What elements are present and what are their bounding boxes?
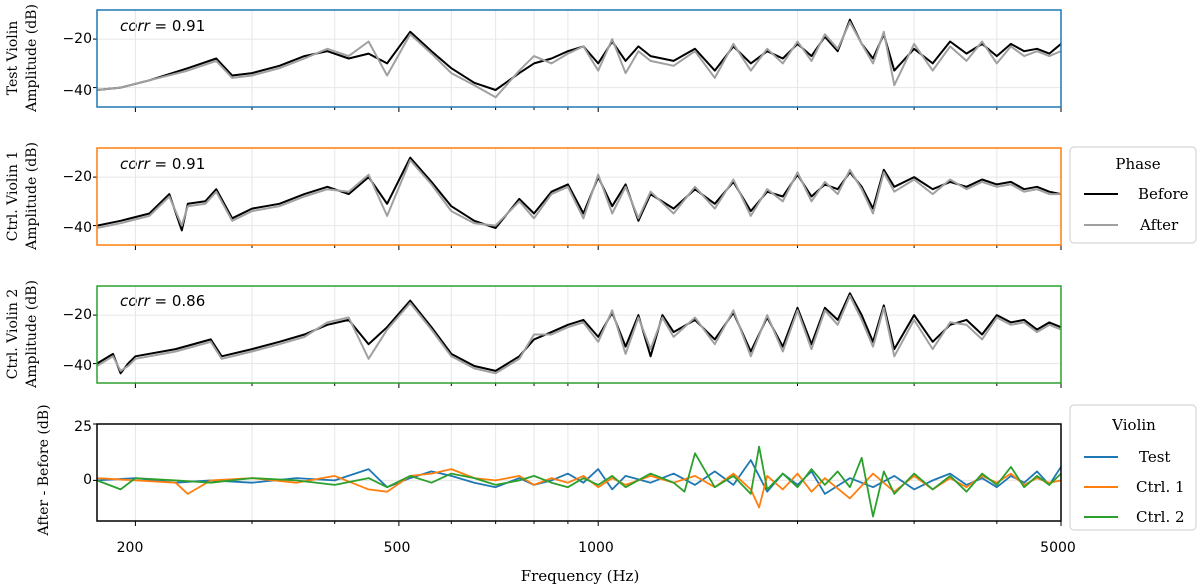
legend-label-ctrl-1: Ctrl. 1 [1136,478,1185,496]
panel-4-ylabel: After - Before (dB) [36,404,52,536]
panel-1-ylabel-line-1: Test Violin [5,21,21,96]
corr-value: = 0.86 [150,292,206,310]
panel-3-ylabel-line-2: Amplitude (dB) [24,280,40,389]
panel-1-frame [96,9,1062,108]
panel-2-plot [93,147,1062,250]
corr-value: = 0.91 [150,155,206,173]
xtick-label: 1000 [578,540,614,556]
panel-3-corr-annotation: corr = 0.86 [120,292,205,310]
series-line-after [97,294,1061,375]
panel-4-plot [93,423,1062,526]
series-line-before [97,18,1061,91]
series-line-before [97,292,1061,375]
legend-violin: Violin Test Ctrl. 1 Ctrl. 2 [1069,404,1197,531]
panel-3-ylabel-line-1: Ctrl. Violin 2 [5,289,21,380]
panel-2-ylabel-line-1: Ctrl. Violin 1 [5,151,21,242]
panel-2-series [97,156,1061,232]
panel-difference: After - Before (dB) 0 25 200 500 1000 50… [36,404,1076,585]
panel-1-series [97,18,1061,99]
panel-3-ytick-label: −20 [62,307,92,323]
panel-3-plot [93,285,1062,388]
series-line-after [97,21,1061,99]
panel-4-frame [96,423,1062,522]
legend-label-before: Before [1138,185,1189,203]
xtick-label: 200 [117,540,144,556]
panel-2-ylabel-line-2: Amplitude (dB) [24,142,40,251]
panel-4-ytick-label: 25 [74,419,92,435]
legend-phase-title: Phase [1115,155,1160,173]
legend-violin-box [1069,404,1197,531]
plot-layer [93,9,1062,526]
panel-2-frame [96,147,1062,246]
panel-3-series [97,292,1061,375]
corr-value: = 0.91 [150,17,206,35]
panel-ctrl-violin-1: Ctrl. Violin 1 Amplitude (dB) −40 −20 co… [5,142,205,251]
panel-1-corr-annotation: corr = 0.91 [120,17,205,35]
x-axis-label: Frequency (Hz) [521,567,640,585]
panel-1-ytick-label: −40 [62,83,92,99]
xtick-label: 5000 [1040,540,1076,556]
panel-2-ytick-label: −20 [62,169,92,185]
xtick-label: 500 [384,540,411,556]
series-line-ctrl-2 [97,445,1061,518]
panel-4-ytick-label: 0 [83,472,92,488]
panel-2-corr-annotation: corr = 0.91 [120,155,205,173]
legend-label-after: After [1139,216,1179,234]
legend-phase: Phase Before After [1069,146,1197,244]
panel-3-frame [96,285,1062,384]
panel-1-ylabel-line-2: Amplitude (dB) [24,4,40,113]
panel-3-ytick-label: −40 [62,358,92,374]
panel-1-ytick-label: −20 [62,31,92,47]
panel-4-series [97,445,1061,518]
legend-label-test: Test [1139,448,1170,466]
legend-label-ctrl-2: Ctrl. 2 [1136,508,1185,526]
panel-ctrl-violin-2: Ctrl. Violin 2 Amplitude (dB) −40 −20 co… [5,280,205,389]
series-line-after [97,159,1061,229]
panel-2-ytick-label: −40 [62,220,92,236]
series-line-before [97,156,1061,232]
series-line-test [97,459,1061,495]
legend-violin-title: Violin [1111,416,1156,434]
panel-test-violin: Test Violin Amplitude (dB) −40 −20 corr … [5,4,205,113]
panel-1-plot [93,9,1062,112]
legend-phase-box [1069,146,1197,244]
